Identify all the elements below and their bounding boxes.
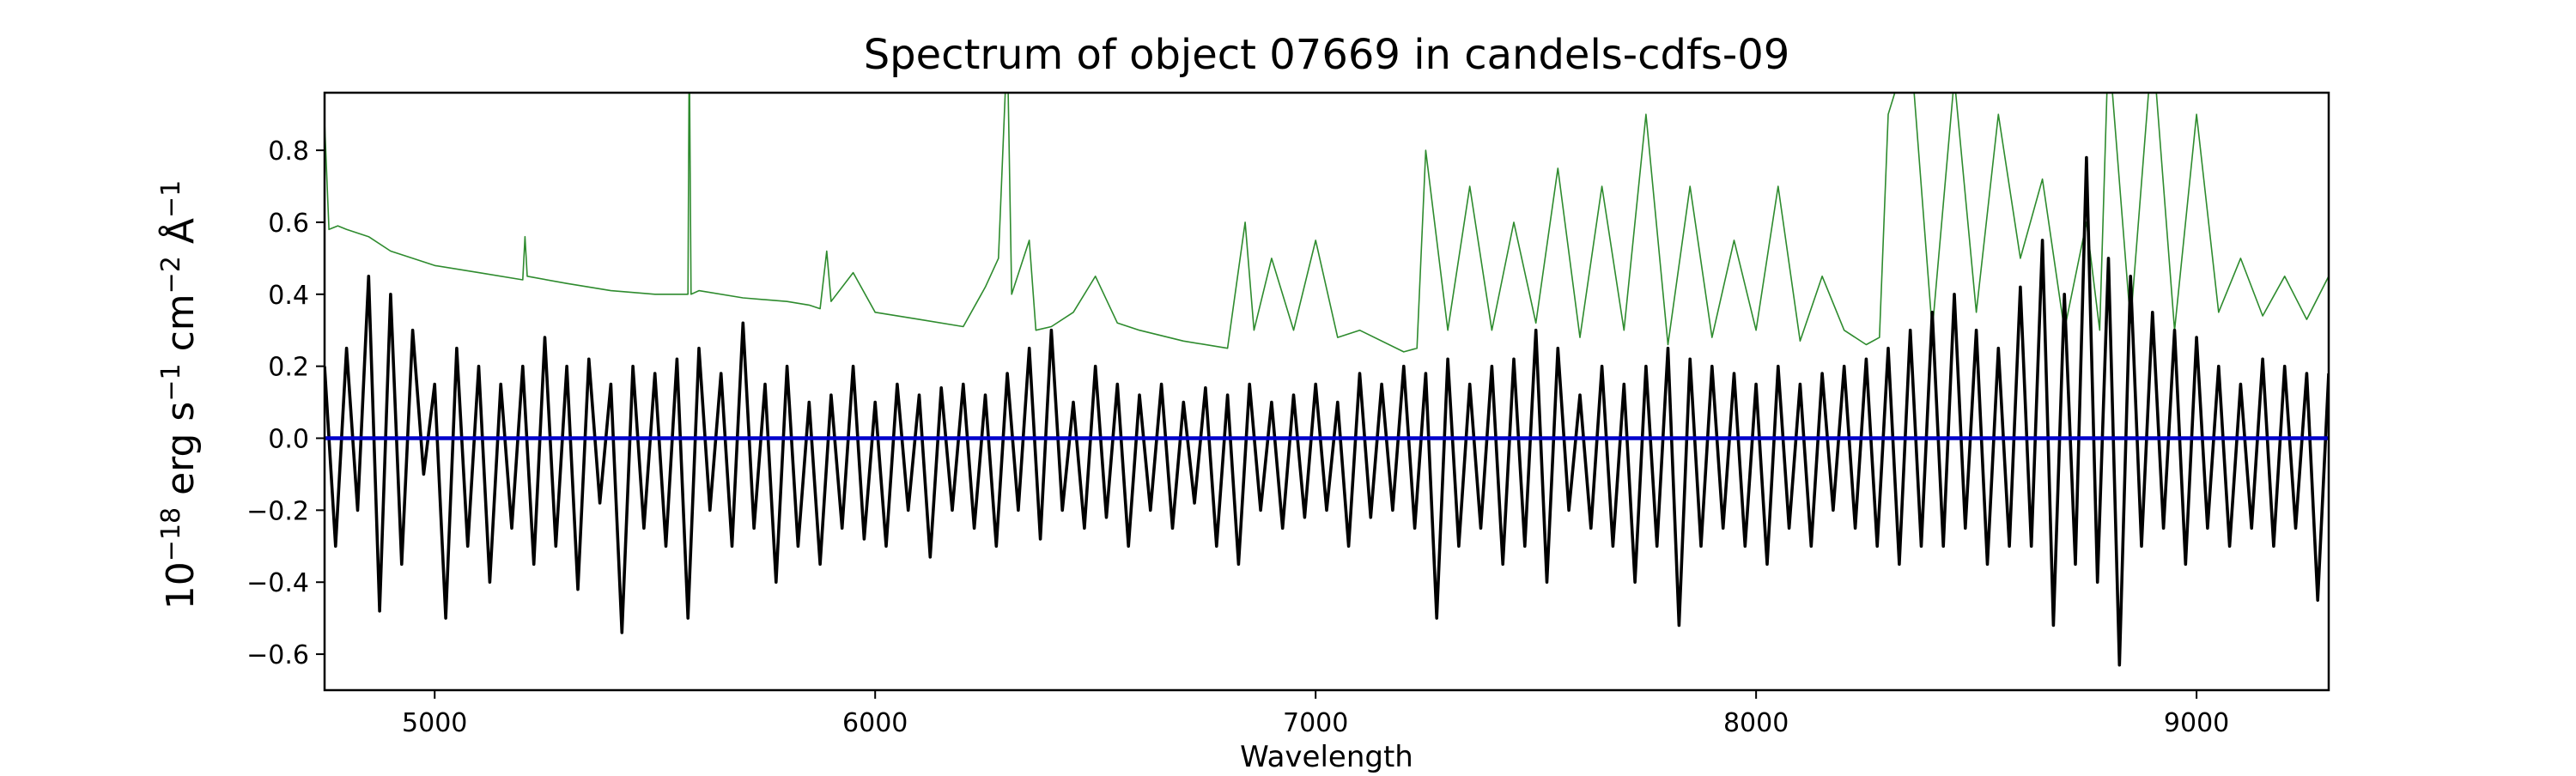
- plot-area: [323, 91, 2330, 692]
- y-tick-label: −0.2: [246, 496, 309, 526]
- y-label-unit2: cm: [159, 294, 203, 363]
- y-axis-label: 10−18 erg s−1 cm−2 Å−1: [156, 180, 203, 609]
- x-tick-label: 7000: [1283, 708, 1348, 738]
- y-tick-label: 0.4: [268, 281, 309, 311]
- x-tick-label: 8000: [1723, 708, 1789, 738]
- x-tick-label: 9000: [2164, 708, 2229, 738]
- plot-frame: [323, 91, 2330, 692]
- y-label-unit3: Å: [157, 218, 203, 256]
- y-label-exp2: −1: [156, 363, 186, 401]
- chart-title: Spectrum of object 07669 in candels-cdfs…: [864, 31, 1790, 79]
- y-label-exp3: −2: [156, 256, 186, 294]
- y-tick-label: −0.6: [246, 640, 309, 670]
- y-tick-label: −0.4: [246, 568, 309, 598]
- y-label-base: 10: [159, 561, 203, 609]
- series-line-error-spectrum: [325, 93, 2329, 353]
- x-tick-label: 5000: [402, 708, 467, 738]
- y-label-exp4: −1: [156, 180, 186, 218]
- y-tick-label: 0.2: [268, 353, 309, 383]
- y-label-unit1: erg s: [159, 402, 203, 507]
- x-tick-label: 6000: [842, 708, 908, 738]
- y-label-exp1: −18: [156, 507, 186, 561]
- y-tick-label: 0.6: [268, 209, 309, 239]
- y-tick-label: 0.0: [268, 425, 309, 455]
- series-line-flux: [325, 155, 2329, 667]
- x-axis: 5000 6000 7000 8000 9000: [402, 690, 2229, 738]
- y-tick-label: 0.8: [268, 136, 309, 167]
- y-axis: −0.6 −0.4 −0.2 0.0 0.2 0.4 0.6 0.8: [246, 136, 325, 670]
- x-axis-label: Wavelength: [1240, 740, 1413, 773]
